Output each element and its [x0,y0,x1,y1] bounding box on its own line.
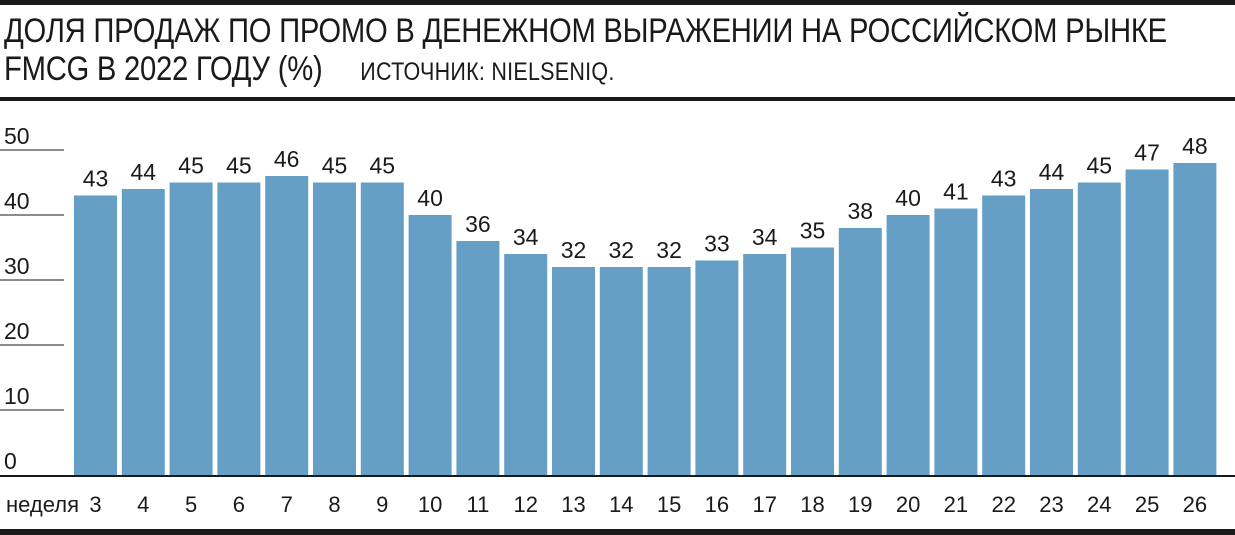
y-tick-label: 50 [4,123,30,149]
x-tick-label: 17 [752,492,776,517]
bar [408,215,452,475]
x-tick-label: 6 [233,492,245,517]
bar [1077,182,1121,475]
x-tick-label: 21 [944,492,968,517]
source-note: ИСТОЧНИК: NIELSENIQ. [360,58,615,86]
y-tick-label: 30 [4,253,30,279]
bar [934,208,978,475]
data-label: 41 [943,179,969,205]
x-tick-label: 3 [89,492,101,517]
x-tick-label: 12 [513,492,537,517]
x-tick-label: 24 [1087,492,1111,517]
data-label: 45 [226,153,252,179]
data-label: 32 [656,237,682,263]
y-tick-label: 10 [4,383,30,409]
x-tick-label: 16 [705,492,729,517]
bar [599,267,643,475]
data-label: 40 [417,185,443,211]
x-tick-label: 13 [561,492,585,517]
bar [838,228,882,475]
data-label: 33 [704,231,730,257]
bar [982,195,1026,475]
title-separator [0,97,1235,101]
x-tick-label: 5 [185,492,197,517]
data-label: 48 [1182,133,1208,159]
data-label: 44 [131,159,157,185]
data-label: 38 [848,198,874,224]
bar [1125,169,1169,475]
x-tick-label: 10 [418,492,442,517]
x-tick-label: 23 [1039,492,1063,517]
data-label: 43 [991,166,1017,192]
y-tick-label: 0 [4,448,17,474]
bar [313,182,356,475]
data-label: 34 [752,224,778,250]
data-label: 45 [322,153,348,179]
bar [265,176,309,475]
top-rule [0,0,1235,5]
data-label: 45 [1087,153,1113,179]
data-label: 47 [1134,140,1160,166]
bar [360,182,404,475]
bar [217,182,261,475]
bar [456,241,500,475]
x-axis-label: неделя [6,492,79,517]
bar [791,247,834,475]
x-tick-label: 9 [376,492,388,517]
bar [647,267,691,475]
bar [552,267,595,475]
bar [121,189,165,475]
bar [1030,189,1073,475]
data-label: 36 [465,211,491,237]
bar [1173,163,1217,475]
data-label: 43 [83,166,109,192]
x-tick-label: 15 [657,492,681,517]
x-tick-label: 18 [800,492,824,517]
data-label: 34 [513,224,539,250]
bar [695,260,739,475]
x-tick-label: 14 [609,492,633,517]
title-line-2: FMCG В 2022 ГОДУ (%) ИСТОЧНИК: NIELSENIQ. [4,50,1058,91]
x-tick-label: 19 [848,492,872,517]
data-label: 32 [609,237,635,263]
x-tick-label: 22 [991,492,1015,517]
x-tick-label: 11 [466,492,489,517]
title-line-1: ДОЛЯ ПРОДАЖ ПО ПРОМО В ДЕНЕЖНОМ ВЫРАЖЕНИ… [4,12,1167,50]
data-label: 45 [370,153,396,179]
x-tick-label: 20 [896,492,920,517]
title-line-2-text: FMCG В 2022 ГОДУ (%) [4,50,323,88]
bar [743,254,787,475]
bar [886,215,930,475]
bar [169,182,213,475]
x-tick-label: 26 [1183,492,1207,517]
x-tick-label: 7 [281,492,293,517]
chart-title: ДОЛЯ ПРОДАЖ ПО ПРОМО В ДЕНЕЖНОМ ВЫРАЖЕНИ… [4,12,1167,91]
x-tick-label: 25 [1135,492,1159,517]
bottom-rule [0,529,1235,535]
bar [74,195,117,475]
x-tick-label: 4 [137,492,149,517]
data-label: 45 [178,153,204,179]
data-label: 40 [895,185,921,211]
x-tick-label: 8 [328,492,340,517]
data-label: 44 [1039,159,1065,185]
data-label: 35 [800,218,826,244]
y-tick-label: 20 [4,318,30,344]
data-label: 32 [561,237,587,263]
y-tick-label: 40 [4,188,30,214]
bar [504,254,548,475]
data-label: 46 [274,146,300,172]
